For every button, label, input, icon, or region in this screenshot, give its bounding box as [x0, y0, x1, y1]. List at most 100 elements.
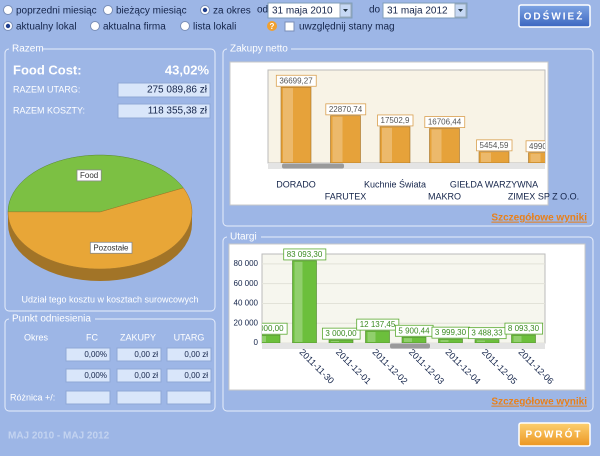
- back-button-label[interactable]: POWRÓT: [526, 428, 583, 441]
- data-label: 16706,44: [428, 118, 462, 127]
- panel-title: Punkt odniesienia: [12, 314, 91, 325]
- radio-button[interactable]: [90, 21, 100, 31]
- input-box[interactable]: [116, 390, 162, 405]
- bar-highlight: [262, 336, 266, 342]
- pie-slice: [7, 154, 184, 213]
- bars: 36699,27 22870,74 17502,9 16706,44 5454,59 49…: [275, 74, 558, 163]
- y-tick-label: 40 000: [234, 299, 259, 308]
- panel: [222, 236, 594, 412]
- input-box[interactable]: [65, 347, 111, 362]
- radio-dot: [5, 23, 11, 29]
- revenue-label: RAZEM UTARG:: [13, 84, 80, 94]
- data-label: 8 093,30: [508, 324, 540, 333]
- dropdown-arrow: [458, 9, 463, 12]
- radio-label[interactable]: poprzedni miesiąc: [16, 6, 97, 17]
- bar: [429, 128, 460, 163]
- checkbox-label[interactable]: uwzględnij stany mag: [299, 22, 395, 33]
- bar: [379, 126, 411, 163]
- data-label: 5 900,44: [398, 326, 430, 335]
- bar: [292, 260, 317, 343]
- radio-button[interactable]: [103, 5, 113, 15]
- scroll-thumb[interactable]: [390, 343, 430, 349]
- bar: [280, 86, 312, 163]
- bar-highlight: [283, 88, 293, 162]
- x-tick-label: FARUTEX: [325, 191, 367, 201]
- y-tick-label: 80 000: [234, 259, 259, 268]
- to-label: do: [369, 5, 381, 16]
- pie-slice-side: [8, 212, 192, 281]
- bar: [262, 334, 281, 343]
- data-label: 83 093,30: [287, 250, 323, 259]
- input-box[interactable]: [166, 347, 212, 362]
- bar-highlight: [331, 341, 339, 342]
- refresh-button-label[interactable]: ODŚWIEŻ: [524, 10, 585, 23]
- details-link[interactable]: Szczegółowe wyniki: [491, 397, 587, 408]
- input-box[interactable]: [116, 347, 162, 362]
- input-box[interactable]: [65, 368, 111, 383]
- table-header: Okres: [24, 332, 49, 342]
- radio-label[interactable]: za okres: [213, 6, 251, 17]
- y-tick-label: 20 000: [234, 318, 259, 327]
- date-input[interactable]: [267, 2, 353, 19]
- pie-slice: [7, 187, 193, 270]
- radio-label[interactable]: bieżący miesiąc: [116, 6, 187, 17]
- label-box: [275, 74, 317, 87]
- panel: [222, 48, 594, 227]
- data-label: 4990,35: [529, 142, 558, 151]
- date-to[interactable]: 31 maja 2012: [387, 6, 448, 17]
- label-box: [76, 169, 102, 182]
- label-box: [283, 248, 327, 261]
- panel-title-bg: [9, 43, 43, 55]
- from-label: od: [257, 5, 268, 16]
- bar-highlight: [332, 116, 343, 162]
- help-icon-label[interactable]: ?: [270, 22, 275, 31]
- bar-highlight: [530, 153, 541, 162]
- bar-highlight: [513, 335, 522, 342]
- panel-title: Razem: [12, 44, 44, 55]
- table-header: UTARG: [174, 332, 205, 342]
- details-link[interactable]: Szczegółowe wyniki: [491, 213, 587, 224]
- radio-button[interactable]: [3, 5, 13, 15]
- dropdown-arrow: [343, 9, 348, 12]
- label-box: [377, 114, 414, 127]
- food-cost-value: 43,02%: [165, 62, 210, 77]
- label-box: [325, 103, 367, 116]
- scroll-thumb[interactable]: [282, 163, 344, 169]
- back-button[interactable]: [518, 422, 591, 447]
- x-tick-label: GIEŁDA WARZYWNA: [450, 179, 538, 189]
- input-box[interactable]: [65, 390, 111, 405]
- radio-label[interactable]: lista lokali: [193, 22, 236, 33]
- radio-label[interactable]: aktualna firma: [103, 22, 166, 33]
- bar-highlight: [431, 129, 442, 162]
- refresh-button[interactable]: [518, 4, 591, 28]
- label-box: [89, 241, 133, 254]
- revenue-box: [117, 82, 211, 98]
- input-value: 0,00 zł: [184, 350, 208, 359]
- help-icon[interactable]: [267, 21, 277, 31]
- data-label: 3 999,30: [435, 328, 467, 337]
- label-box: [476, 139, 513, 152]
- input-value: 0,00%: [84, 371, 107, 380]
- input-box[interactable]: [166, 390, 212, 405]
- date-input[interactable]: [382, 2, 468, 19]
- x-tick-label: Kuchnie Świata: [364, 178, 426, 189]
- panel-title: Utargi: [230, 232, 257, 243]
- food-cost-label: Food Cost:: [13, 62, 82, 77]
- input-box[interactable]: [166, 368, 212, 383]
- input-box[interactable]: [116, 368, 162, 383]
- date-range: MAJ 2010 - MAJ 2012: [8, 431, 110, 442]
- date-from[interactable]: 31 maja 2010: [272, 6, 333, 17]
- checkbox[interactable]: [284, 21, 295, 32]
- data-label: 5454,59: [480, 141, 509, 150]
- data-label: 17502,9: [381, 116, 410, 125]
- radio-button[interactable]: [180, 21, 190, 31]
- data-label: 8 000,00: [252, 324, 284, 333]
- label-box: [262, 322, 288, 335]
- radio-label[interactable]: aktualny lokal: [16, 22, 77, 33]
- radio-dot: [202, 7, 208, 13]
- panel-title-bg: [227, 43, 291, 55]
- x-tick-label: DORADO: [276, 179, 316, 189]
- data-label: 3 488,33: [471, 329, 503, 338]
- label-box: [424, 116, 466, 128]
